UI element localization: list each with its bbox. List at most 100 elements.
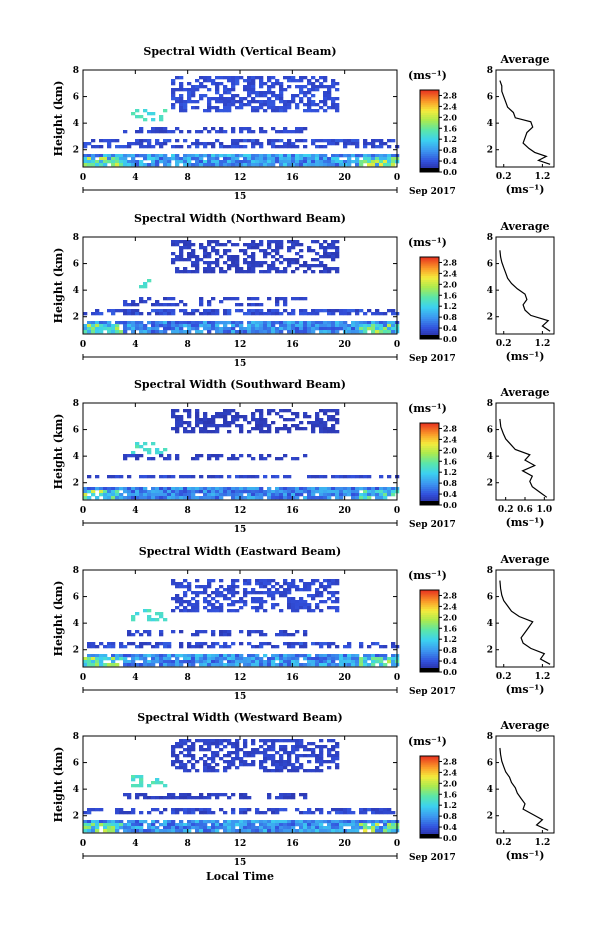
- heatmap-cell: [95, 327, 100, 331]
- heatmap-cell: [291, 160, 296, 164]
- heatmap-cell: [87, 645, 92, 649]
- heatmap-cell: [315, 757, 320, 761]
- heatmap-cell: [119, 493, 124, 497]
- heatmap-cell: [263, 100, 268, 104]
- heatmap-cell: [143, 663, 148, 667]
- heatmap-cell: [179, 100, 184, 104]
- heatmap-cell: [95, 823, 100, 827]
- heatmap-cell: [159, 612, 164, 616]
- heatmap-cell: [143, 300, 148, 304]
- heatmap-cell: [139, 139, 144, 143]
- heatmap-cell: [211, 145, 216, 149]
- heatmap-cell: [379, 157, 384, 161]
- heatmap-cell: [211, 769, 216, 773]
- heatmap-cell: [163, 163, 168, 167]
- heatmap-cell: [339, 660, 344, 664]
- heatmap-cell: [219, 742, 224, 746]
- colorbar-segment: [420, 809, 439, 812]
- heatmap-cell: [159, 796, 164, 800]
- heatmap-cell: [243, 793, 248, 797]
- heatmap-cell: [243, 97, 248, 101]
- colorbar-segment: [420, 265, 439, 268]
- heatmap-cell: [363, 811, 368, 815]
- heatmap-cell: [127, 633, 132, 637]
- heatmap-cell: [259, 142, 264, 146]
- colorbar-segment: [420, 622, 439, 626]
- heatmap-cell: [359, 330, 364, 334]
- heatmap-cell: [135, 645, 140, 649]
- heatmap-cell: [215, 591, 220, 595]
- colorbar-segment: [420, 831, 439, 835]
- y-tick-label: 2: [73, 479, 79, 489]
- colorbar-segment: [420, 92, 439, 95]
- heatmap-cell: [251, 145, 256, 149]
- heatmap-cell: [131, 309, 136, 313]
- heatmap-cell: [211, 324, 216, 328]
- heatmap-cell: [283, 130, 288, 134]
- heatmap-cell: [315, 654, 320, 658]
- heatmap-cell: [343, 312, 348, 316]
- heatmap-cell: [131, 633, 136, 637]
- heatmap-cell: [195, 309, 200, 313]
- heatmap-cell: [375, 157, 380, 161]
- colorbar-frame: [419, 89, 440, 173]
- heatmap-cell: [303, 823, 308, 827]
- heatmap-cell: [271, 267, 276, 271]
- heatmap-cell: [275, 493, 280, 497]
- heatmap-cell: [299, 97, 304, 101]
- heatmap-cell: [255, 654, 260, 658]
- heatmap-cell: [227, 79, 232, 83]
- heatmap-cell: [227, 312, 232, 316]
- heatmap-cell: [199, 757, 204, 761]
- heatmap-cell: [267, 106, 272, 110]
- heatmap-cell: [227, 103, 232, 107]
- heatmap-cell: [271, 660, 276, 664]
- heatmap-cell: [163, 654, 168, 658]
- heatmap-cell: [95, 145, 100, 149]
- heatmap-cell: [251, 591, 256, 595]
- heatmap-cell: [323, 327, 328, 331]
- heatmap-cell: [195, 139, 200, 143]
- heatmap-cell: [311, 258, 316, 262]
- heatmap-cell: [251, 243, 256, 247]
- heatmap-cell: [247, 130, 252, 134]
- heatmap-cell: [255, 330, 260, 334]
- heatmap-cell: [279, 130, 284, 134]
- heatmap-cell: [127, 630, 132, 634]
- heatmap-cell: [307, 487, 312, 491]
- heatmap-cell: [311, 751, 316, 755]
- colorbar-segment: [420, 797, 439, 800]
- heatmap-cell: [123, 321, 128, 325]
- x-tick-label: 12: [234, 839, 247, 849]
- heatmap-cell: [231, 85, 236, 89]
- heatmap-cell: [267, 85, 272, 89]
- heatmap-cell: [187, 751, 192, 755]
- heatmap-cell: [255, 600, 260, 604]
- heatmap-cell: [87, 487, 92, 491]
- colorbar-segment: [420, 466, 439, 469]
- heatmap-cell: [107, 160, 112, 164]
- heatmap-cell: [319, 309, 324, 313]
- heatmap-cell: [83, 820, 88, 824]
- heatmap-cell: [347, 820, 352, 824]
- heatmap-cell: [219, 160, 224, 164]
- heatmap-cell: [219, 270, 224, 274]
- heatmap-cell: [171, 261, 176, 265]
- heatmap-cell: [251, 496, 256, 500]
- heatmap-cell: [299, 243, 304, 247]
- heatmap-cell: [259, 327, 264, 331]
- heatmap-cell: [179, 246, 184, 250]
- colorbar-segment: [420, 665, 439, 669]
- heatmap-cell: [215, 763, 220, 767]
- heatmap-cell: [243, 88, 248, 92]
- heatmap-cell: [247, 312, 252, 316]
- heatmap-cell: [207, 829, 212, 833]
- heatmap-cell: [283, 579, 288, 583]
- colorbar-segment: [420, 494, 439, 498]
- heatmap-cell: [259, 591, 264, 595]
- colorbar-tick-label: 0.4: [443, 323, 457, 333]
- heatmap-cell: [231, 823, 236, 827]
- heatmap-cell: [287, 829, 292, 833]
- heatmap-cell: [307, 594, 312, 598]
- heatmap-cell: [235, 139, 240, 143]
